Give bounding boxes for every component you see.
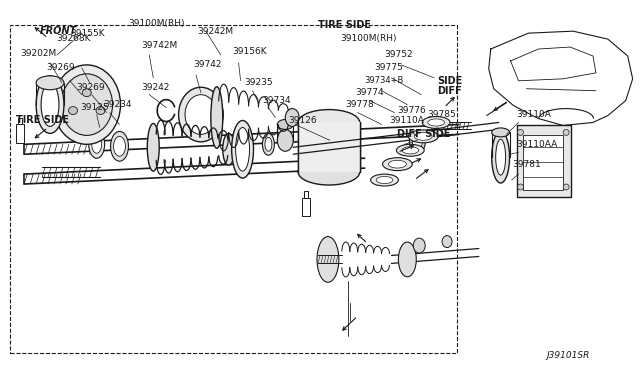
Text: FRONT: FRONT [40, 26, 77, 36]
Ellipse shape [371, 174, 399, 186]
Text: 39110A: 39110A [516, 110, 552, 119]
Text: 39235: 39235 [244, 78, 273, 87]
Ellipse shape [402, 147, 419, 154]
Text: 39155K: 39155K [70, 29, 104, 38]
Bar [516, 125, 571, 197]
Ellipse shape [36, 76, 64, 90]
Ellipse shape [265, 137, 272, 151]
Text: 39202M: 39202M [20, 48, 56, 58]
Ellipse shape [388, 160, 406, 168]
Text: 39778: 39778 [345, 100, 374, 109]
Ellipse shape [179, 87, 223, 142]
Text: 39100M(RH): 39100M(RH) [340, 33, 396, 43]
Bar [304, 192, 308, 198]
Ellipse shape [41, 83, 59, 126]
Ellipse shape [83, 89, 92, 97]
Ellipse shape [518, 184, 524, 190]
Ellipse shape [399, 242, 416, 277]
Text: 39269: 39269 [76, 83, 104, 92]
Ellipse shape [495, 140, 506, 175]
Bar [10, 25, 457, 353]
Ellipse shape [111, 131, 129, 161]
Text: 39100M(RH): 39100M(RH) [128, 19, 184, 28]
Text: 39242: 39242 [141, 83, 170, 92]
Ellipse shape [376, 176, 393, 184]
Ellipse shape [236, 128, 250, 171]
Text: 39110AA: 39110AA [516, 140, 558, 149]
Text: TIRE SIDE: TIRE SIDE [318, 20, 371, 30]
Ellipse shape [414, 132, 432, 140]
Text: 39269: 39269 [46, 63, 75, 73]
Ellipse shape [442, 235, 452, 247]
Ellipse shape [396, 144, 424, 156]
Text: DIFF: DIFF [437, 86, 462, 96]
Bar [524, 135, 563, 190]
Ellipse shape [277, 119, 293, 129]
Text: 39110A: 39110A [390, 116, 424, 125]
Ellipse shape [518, 129, 524, 135]
Text: 39775: 39775 [374, 63, 403, 73]
Ellipse shape [68, 107, 77, 115]
Text: 39742: 39742 [193, 60, 221, 70]
Ellipse shape [408, 130, 438, 143]
Ellipse shape [211, 87, 223, 148]
Ellipse shape [92, 135, 102, 153]
Ellipse shape [492, 128, 509, 137]
Bar [302, 198, 310, 216]
Ellipse shape [96, 107, 105, 115]
Text: J39101SR: J39101SR [547, 351, 590, 360]
Ellipse shape [53, 65, 120, 144]
Ellipse shape [410, 131, 425, 153]
Text: 39156K: 39156K [233, 46, 268, 55]
Ellipse shape [428, 119, 444, 126]
Ellipse shape [563, 129, 569, 135]
Bar [19, 118, 22, 124]
Ellipse shape [492, 131, 509, 183]
Text: 39242M: 39242M [197, 27, 233, 36]
Ellipse shape [285, 109, 299, 126]
Text: 39785: 39785 [427, 110, 456, 119]
Ellipse shape [563, 184, 569, 190]
Text: 39268K: 39268K [56, 33, 90, 43]
Ellipse shape [317, 237, 339, 282]
Ellipse shape [89, 131, 104, 158]
Ellipse shape [61, 74, 113, 135]
Text: 39752: 39752 [385, 51, 413, 60]
Ellipse shape [277, 129, 293, 151]
Text: 39126: 39126 [288, 116, 317, 125]
Text: 39734+B: 39734+B [365, 76, 404, 85]
Text: DIFF SIDE: DIFF SIDE [397, 129, 451, 140]
Text: TIRE SIDE: TIRE SIDE [16, 115, 69, 125]
Ellipse shape [223, 134, 235, 165]
Text: 39781: 39781 [513, 160, 541, 169]
Bar [298, 122, 360, 172]
Ellipse shape [36, 76, 64, 134]
Ellipse shape [412, 135, 422, 149]
Text: SIDE: SIDE [437, 76, 462, 86]
Ellipse shape [147, 124, 159, 171]
Ellipse shape [113, 137, 125, 156]
Bar [16, 124, 24, 143]
Ellipse shape [422, 116, 450, 128]
Text: 39774: 39774 [356, 88, 385, 97]
Text: 39776: 39776 [397, 106, 426, 115]
Ellipse shape [298, 159, 360, 185]
Ellipse shape [298, 110, 360, 135]
Text: 39734: 39734 [262, 96, 291, 105]
Ellipse shape [413, 238, 425, 253]
Text: 39234: 39234 [104, 100, 132, 109]
Text: 39125: 39125 [80, 103, 108, 112]
Ellipse shape [232, 121, 253, 178]
Ellipse shape [383, 158, 412, 171]
Ellipse shape [262, 134, 275, 155]
Ellipse shape [185, 95, 217, 134]
Text: 39742M: 39742M [141, 41, 177, 49]
